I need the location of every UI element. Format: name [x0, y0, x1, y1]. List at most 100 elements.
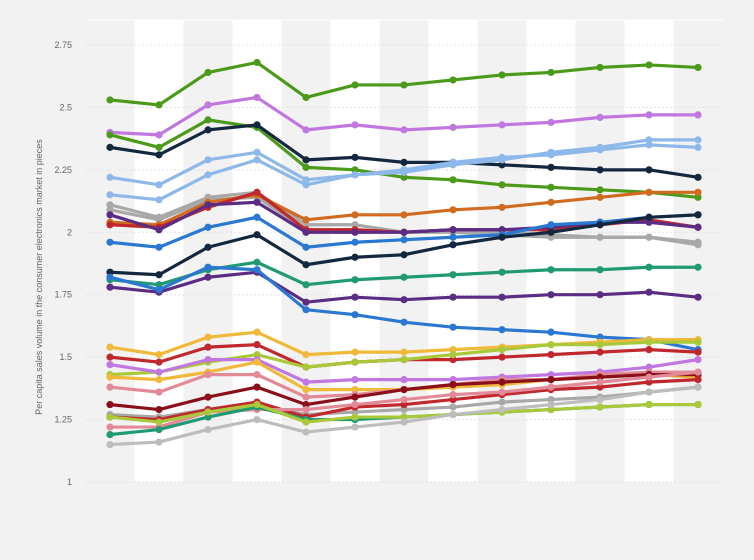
data-point[interactable]	[302, 281, 310, 289]
data-point[interactable]	[596, 341, 604, 349]
data-point[interactable]	[645, 346, 653, 354]
data-point[interactable]	[596, 373, 604, 381]
data-point[interactable]	[400, 400, 408, 409]
data-point[interactable]	[351, 221, 359, 229]
data-point[interactable]	[253, 400, 261, 409]
data-point[interactable]	[596, 146, 604, 154]
data-point[interactable]	[302, 298, 310, 306]
data-point[interactable]	[204, 393, 212, 401]
data-point[interactable]	[106, 96, 114, 104]
data-point[interactable]	[204, 343, 212, 351]
data-point[interactable]	[498, 405, 506, 414]
data-point[interactable]	[204, 68, 212, 77]
data-point[interactable]	[694, 188, 702, 196]
data-point[interactable]	[449, 323, 457, 331]
data-point[interactable]	[204, 223, 212, 231]
data-point[interactable]	[694, 63, 702, 72]
data-point[interactable]	[155, 271, 163, 279]
data-point[interactable]	[351, 228, 359, 236]
data-point[interactable]	[498, 353, 506, 361]
data-point[interactable]	[351, 413, 359, 421]
data-point[interactable]	[106, 383, 114, 391]
data-point[interactable]	[253, 358, 261, 366]
data-point[interactable]	[400, 211, 408, 219]
data-point[interactable]	[253, 383, 261, 391]
data-point[interactable]	[547, 233, 555, 241]
data-point[interactable]	[106, 283, 114, 291]
data-point[interactable]	[547, 400, 555, 409]
data-point[interactable]	[204, 243, 212, 251]
data-point[interactable]	[302, 393, 310, 401]
data-point[interactable]	[596, 291, 604, 299]
data-point[interactable]	[645, 400, 653, 409]
data-point[interactable]	[253, 351, 261, 359]
data-point[interactable]	[645, 188, 653, 196]
data-point[interactable]	[645, 373, 653, 381]
data-point[interactable]	[498, 346, 506, 354]
data-point[interactable]	[351, 253, 359, 261]
data-point[interactable]	[449, 293, 457, 301]
data-point[interactable]	[400, 166, 408, 174]
data-point[interactable]	[351, 311, 359, 319]
data-point[interactable]	[645, 61, 653, 69]
data-point[interactable]	[204, 156, 212, 164]
data-point[interactable]	[498, 161, 506, 169]
data-point[interactable]	[547, 151, 555, 159]
data-point[interactable]	[547, 221, 555, 229]
data-point[interactable]	[449, 76, 457, 84]
data-point[interactable]	[302, 228, 310, 236]
data-point[interactable]	[449, 271, 457, 279]
data-point[interactable]	[694, 383, 702, 391]
data-point[interactable]	[694, 356, 702, 364]
data-point[interactable]	[400, 236, 408, 244]
data-point[interactable]	[204, 408, 212, 416]
data-point[interactable]	[547, 68, 555, 77]
data-point[interactable]	[400, 158, 408, 166]
data-point[interactable]	[694, 241, 702, 249]
data-point[interactable]	[155, 368, 163, 376]
data-point[interactable]	[253, 93, 261, 102]
data-point[interactable]	[400, 405, 408, 414]
data-point[interactable]	[106, 423, 114, 431]
data-point[interactable]	[155, 143, 163, 151]
data-point[interactable]	[155, 131, 163, 139]
data-point[interactable]	[694, 263, 702, 271]
data-point[interactable]	[400, 418, 408, 426]
data-point[interactable]	[449, 381, 457, 389]
data-point[interactable]	[498, 398, 506, 406]
data-point[interactable]	[204, 425, 212, 434]
data-point[interactable]	[204, 263, 212, 271]
data-point[interactable]	[449, 226, 457, 234]
data-point[interactable]	[596, 166, 604, 174]
data-point[interactable]	[351, 166, 359, 174]
data-point[interactable]	[155, 216, 163, 224]
data-point[interactable]	[498, 268, 506, 276]
data-point[interactable]	[155, 101, 163, 109]
data-point[interactable]	[302, 418, 310, 426]
data-point[interactable]	[302, 93, 310, 102]
data-point[interactable]	[106, 143, 114, 151]
data-point[interactable]	[547, 371, 555, 379]
data-point[interactable]	[155, 388, 163, 396]
data-point[interactable]	[498, 233, 506, 241]
data-point[interactable]	[596, 63, 604, 72]
data-point[interactable]	[351, 348, 359, 356]
data-point[interactable]	[253, 148, 261, 156]
data-point[interactable]	[498, 121, 506, 129]
data-point[interactable]	[400, 386, 408, 394]
data-point[interactable]	[498, 293, 506, 301]
data-point[interactable]	[645, 363, 653, 371]
data-point[interactable]	[106, 343, 114, 351]
data-point[interactable]	[449, 123, 457, 131]
data-point[interactable]	[155, 425, 163, 434]
data-point[interactable]	[253, 198, 261, 206]
data-point[interactable]	[596, 186, 604, 194]
data-point[interactable]	[106, 268, 114, 276]
data-point[interactable]	[351, 171, 359, 179]
data-point[interactable]	[302, 126, 310, 134]
data-point[interactable]	[302, 306, 310, 314]
data-point[interactable]	[155, 281, 163, 289]
data-point[interactable]	[498, 153, 506, 161]
data-point[interactable]	[498, 71, 506, 79]
data-point[interactable]	[449, 351, 457, 359]
